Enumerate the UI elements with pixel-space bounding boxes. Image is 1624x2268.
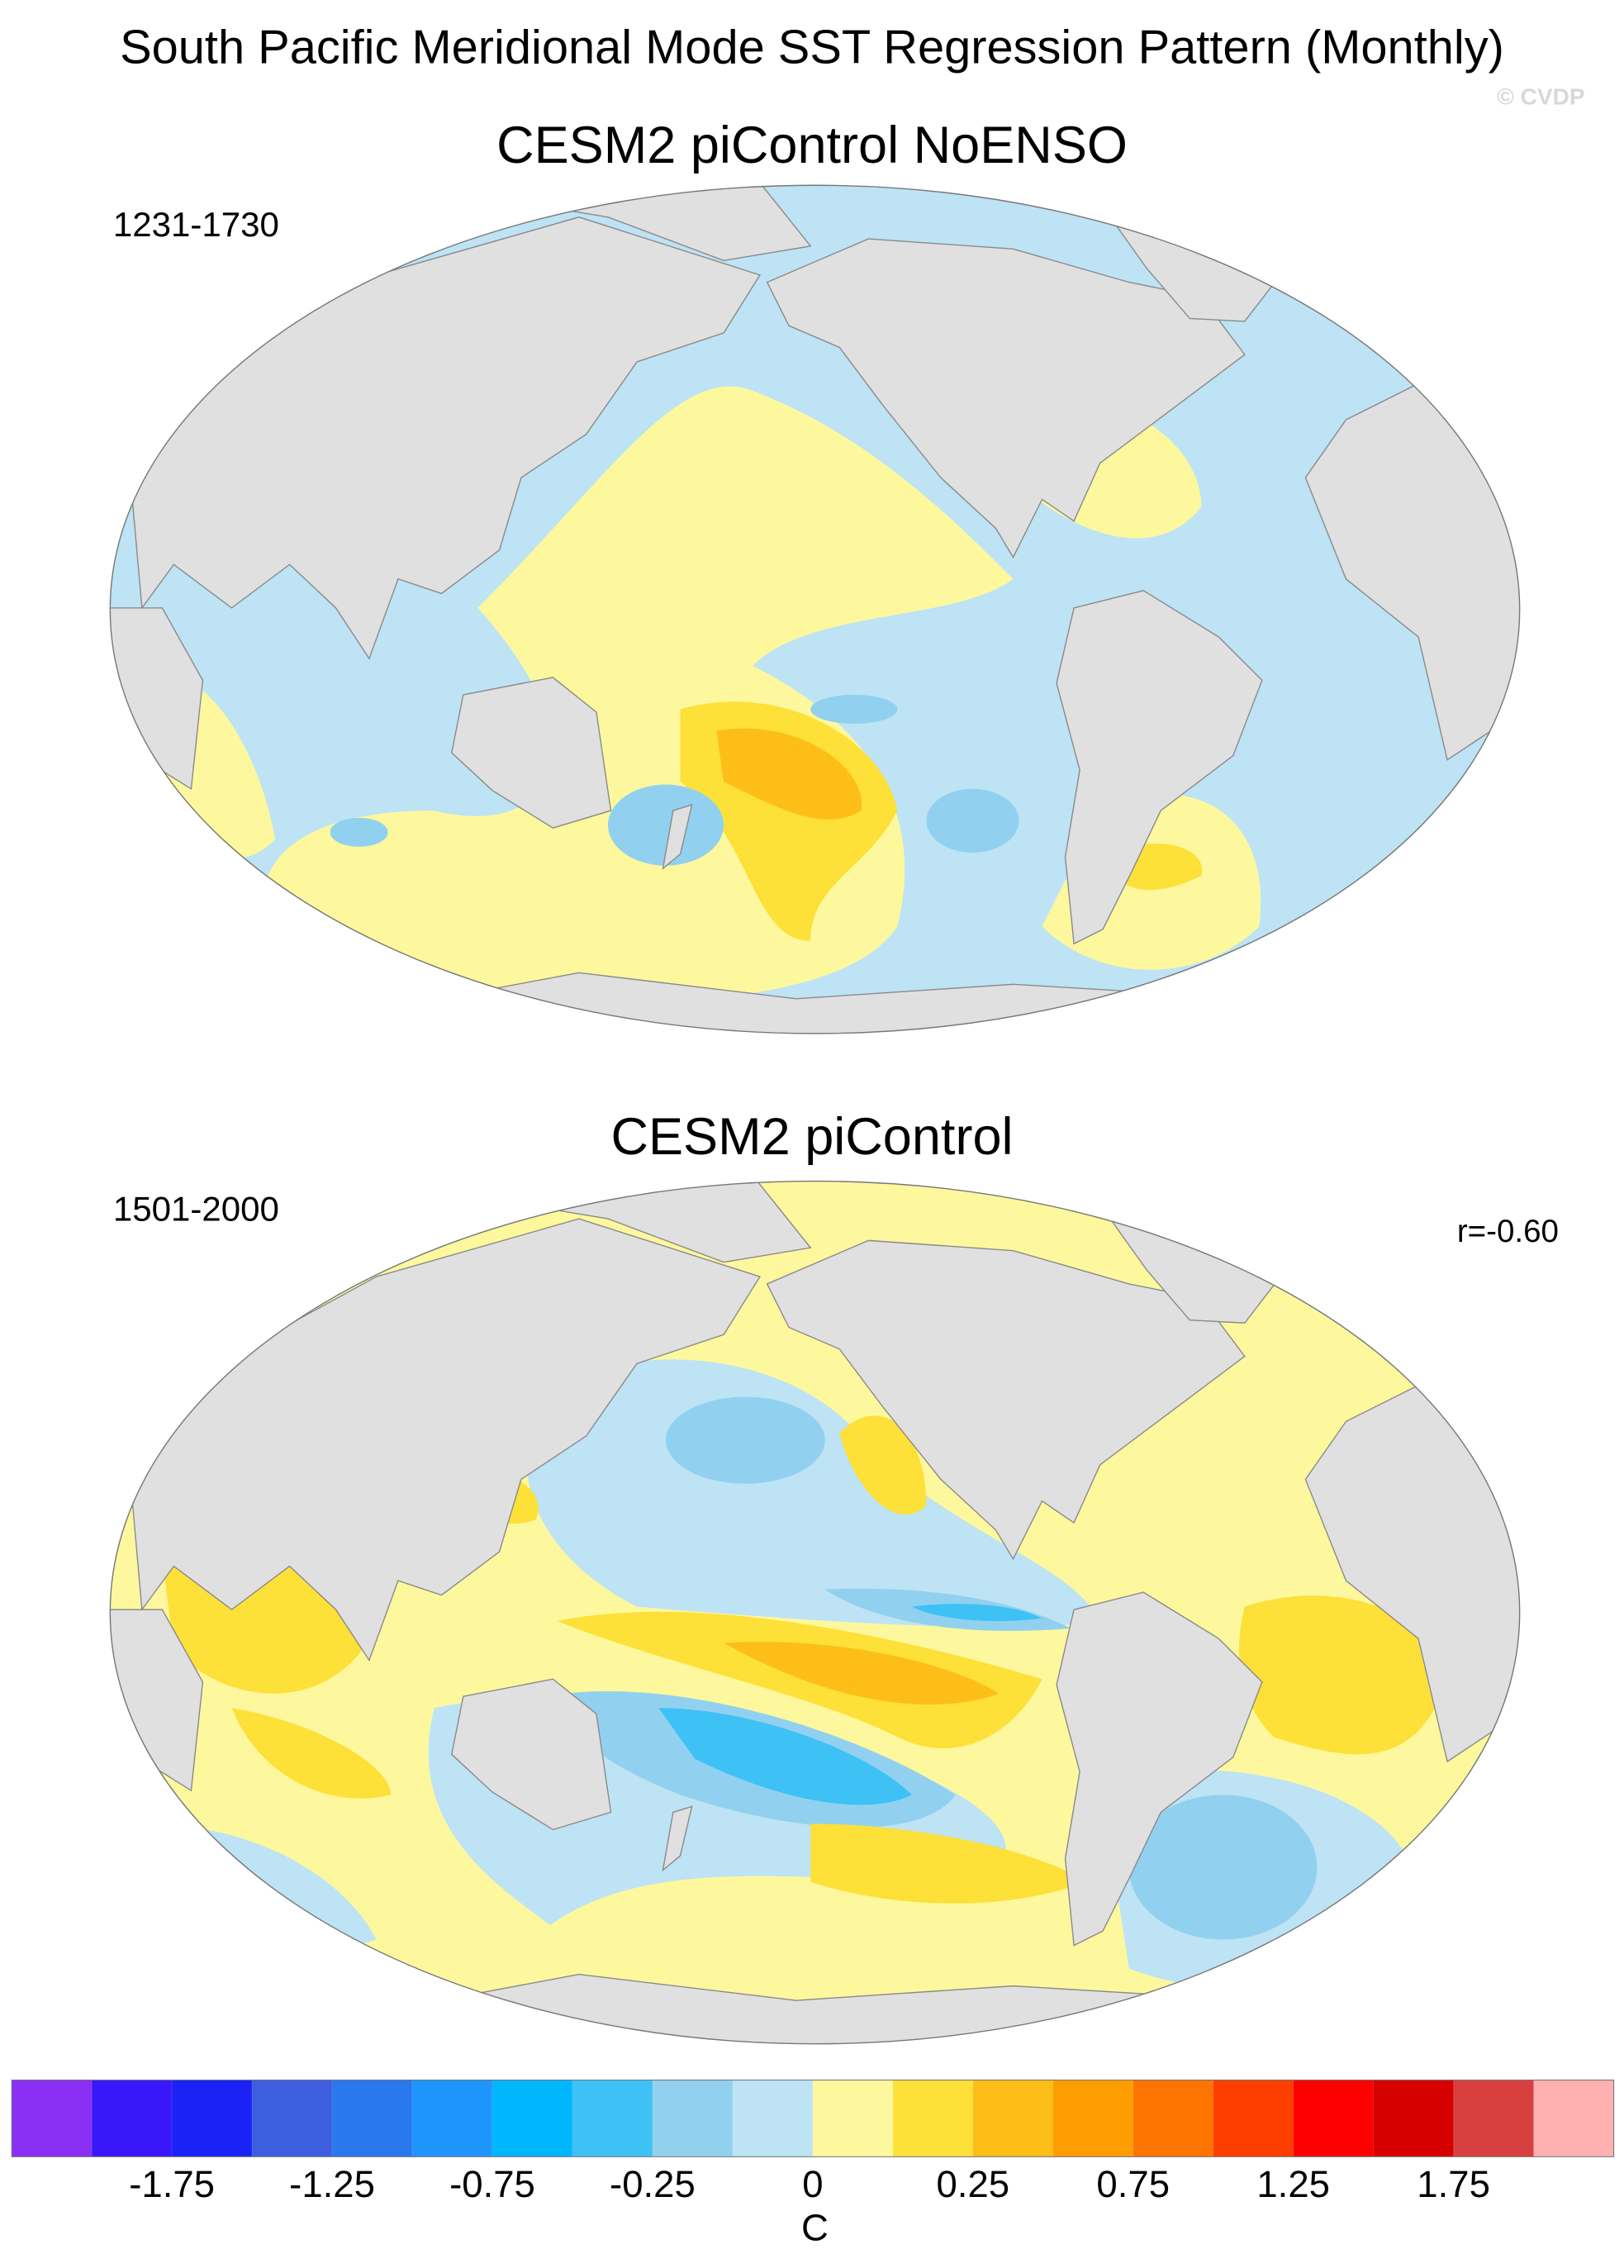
panel-title: CESM2 piControl NoENSO: [496, 116, 1128, 174]
colorbar-box: [1533, 2080, 1615, 2157]
colorbar-tick-label: 1.75: [1417, 2163, 1490, 2205]
map: [110, 185, 1520, 1034]
colorbar-tick-label: -1.25: [289, 2163, 375, 2205]
colorbar-box: [892, 2080, 974, 2157]
colorbar-box: [1213, 2080, 1294, 2157]
colorbar-tick-label: -0.75: [449, 2163, 535, 2205]
colorbar-box: [172, 2080, 253, 2157]
colorbar-tick-label: 0: [802, 2163, 823, 2205]
colorbar-box: [332, 2080, 413, 2157]
colorbar-box: [252, 2080, 333, 2157]
panel-period: 1501-2000: [113, 1189, 279, 1228]
colorbar-tick-label: 0.75: [1096, 2163, 1170, 2205]
colorbar-box: [12, 2080, 93, 2157]
map: [110, 1181, 1520, 2044]
watermark: © CVDP: [1497, 84, 1584, 110]
colorbar-box: [92, 2080, 173, 2157]
colorbar-box: [1052, 2080, 1134, 2157]
colorbar-box: [812, 2080, 894, 2157]
colorbar-frame: [11, 2079, 1615, 2157]
colorbar-box: [572, 2080, 653, 2157]
colorbar-box: [732, 2080, 814, 2157]
panel-title: CESM2 piControl: [610, 1108, 1013, 1166]
colorbar-tick-label: -1.75: [129, 2163, 215, 2205]
colorbar-box: [652, 2080, 734, 2157]
colorbar-tick-label: 1.25: [1256, 2163, 1330, 2205]
colorbar-tick-label: -0.25: [610, 2163, 696, 2205]
panel-period: 1231-1730: [113, 205, 279, 244]
colorbar-box: [412, 2080, 493, 2157]
colorbar-box: [1373, 2080, 1455, 2157]
colorbar-unit: C: [801, 2207, 829, 2249]
figure-title: South Pacific Meridional Mode SST Regres…: [120, 21, 1504, 74]
panel-stat: r=-0.60: [1457, 1214, 1559, 1249]
colorbar-box: [1133, 2080, 1214, 2157]
colorbar-box: [972, 2080, 1054, 2157]
colorbar-box: [1293, 2080, 1375, 2157]
colorbar-tick-label: 0.25: [937, 2163, 1010, 2205]
colorbar-box: [492, 2080, 573, 2157]
colorbar-box: [1453, 2080, 1535, 2157]
colorbar: -1.75 -1.25 -0.75 -0.25 0 0.25 0.75 1.25 1.75: [11, 2079, 1615, 2205]
